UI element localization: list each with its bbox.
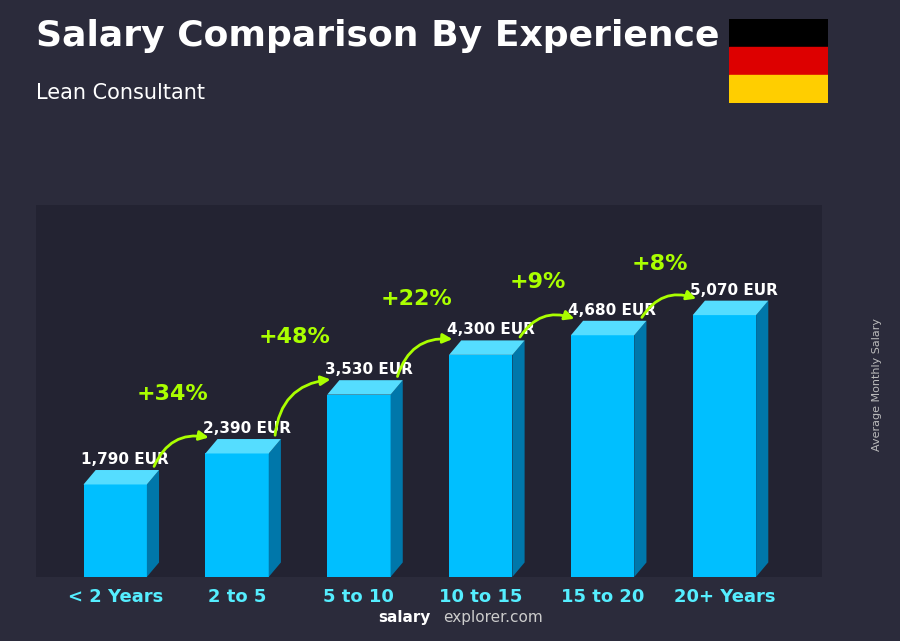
Text: 4,300 EUR: 4,300 EUR xyxy=(446,322,535,337)
Text: Lean Consultant: Lean Consultant xyxy=(36,83,205,103)
Polygon shape xyxy=(269,439,281,577)
Text: +9%: +9% xyxy=(509,272,566,292)
Text: salary: salary xyxy=(378,610,430,625)
Text: 1,790 EUR: 1,790 EUR xyxy=(81,452,169,467)
Text: explorer.com: explorer.com xyxy=(443,610,543,625)
Bar xyxy=(729,19,828,47)
Bar xyxy=(729,47,828,75)
Polygon shape xyxy=(571,335,634,577)
Bar xyxy=(0,609,900,641)
Polygon shape xyxy=(84,485,147,577)
Bar xyxy=(0,513,900,545)
Bar xyxy=(0,417,900,449)
Text: Salary Comparison By Experience: Salary Comparison By Experience xyxy=(36,19,719,53)
Polygon shape xyxy=(571,320,646,335)
Bar xyxy=(0,96,900,128)
Text: 2,390 EUR: 2,390 EUR xyxy=(202,421,291,436)
Text: 4,680 EUR: 4,680 EUR xyxy=(569,303,656,318)
Bar xyxy=(0,481,900,513)
Polygon shape xyxy=(84,470,159,485)
Bar xyxy=(0,385,900,417)
Bar xyxy=(0,320,900,353)
Bar xyxy=(0,288,900,320)
Polygon shape xyxy=(391,380,403,577)
Bar xyxy=(0,224,900,256)
Polygon shape xyxy=(693,315,756,577)
Polygon shape xyxy=(449,340,525,355)
Bar xyxy=(0,353,900,385)
Polygon shape xyxy=(328,380,403,395)
Bar xyxy=(0,0,900,32)
Bar xyxy=(0,449,900,481)
Bar xyxy=(0,32,900,64)
Polygon shape xyxy=(512,340,525,577)
Polygon shape xyxy=(328,395,391,577)
Text: +48%: +48% xyxy=(258,327,330,347)
Text: +22%: +22% xyxy=(381,290,452,310)
Bar xyxy=(0,577,900,609)
Text: 5,070 EUR: 5,070 EUR xyxy=(690,283,778,297)
Text: 3,530 EUR: 3,530 EUR xyxy=(325,362,413,377)
Text: Average Monthly Salary: Average Monthly Salary xyxy=(872,318,883,451)
Bar xyxy=(0,160,900,192)
Polygon shape xyxy=(205,453,269,577)
Text: +34%: +34% xyxy=(137,384,208,404)
Polygon shape xyxy=(449,355,512,577)
Polygon shape xyxy=(756,301,769,577)
Bar xyxy=(0,128,900,160)
Bar xyxy=(0,64,900,96)
Bar xyxy=(0,192,900,224)
Polygon shape xyxy=(147,470,159,577)
Polygon shape xyxy=(693,301,769,315)
Bar xyxy=(0,256,900,288)
Bar xyxy=(729,75,828,103)
Text: +8%: +8% xyxy=(632,254,688,274)
Polygon shape xyxy=(634,320,646,577)
Bar xyxy=(0,545,900,577)
Polygon shape xyxy=(205,439,281,453)
